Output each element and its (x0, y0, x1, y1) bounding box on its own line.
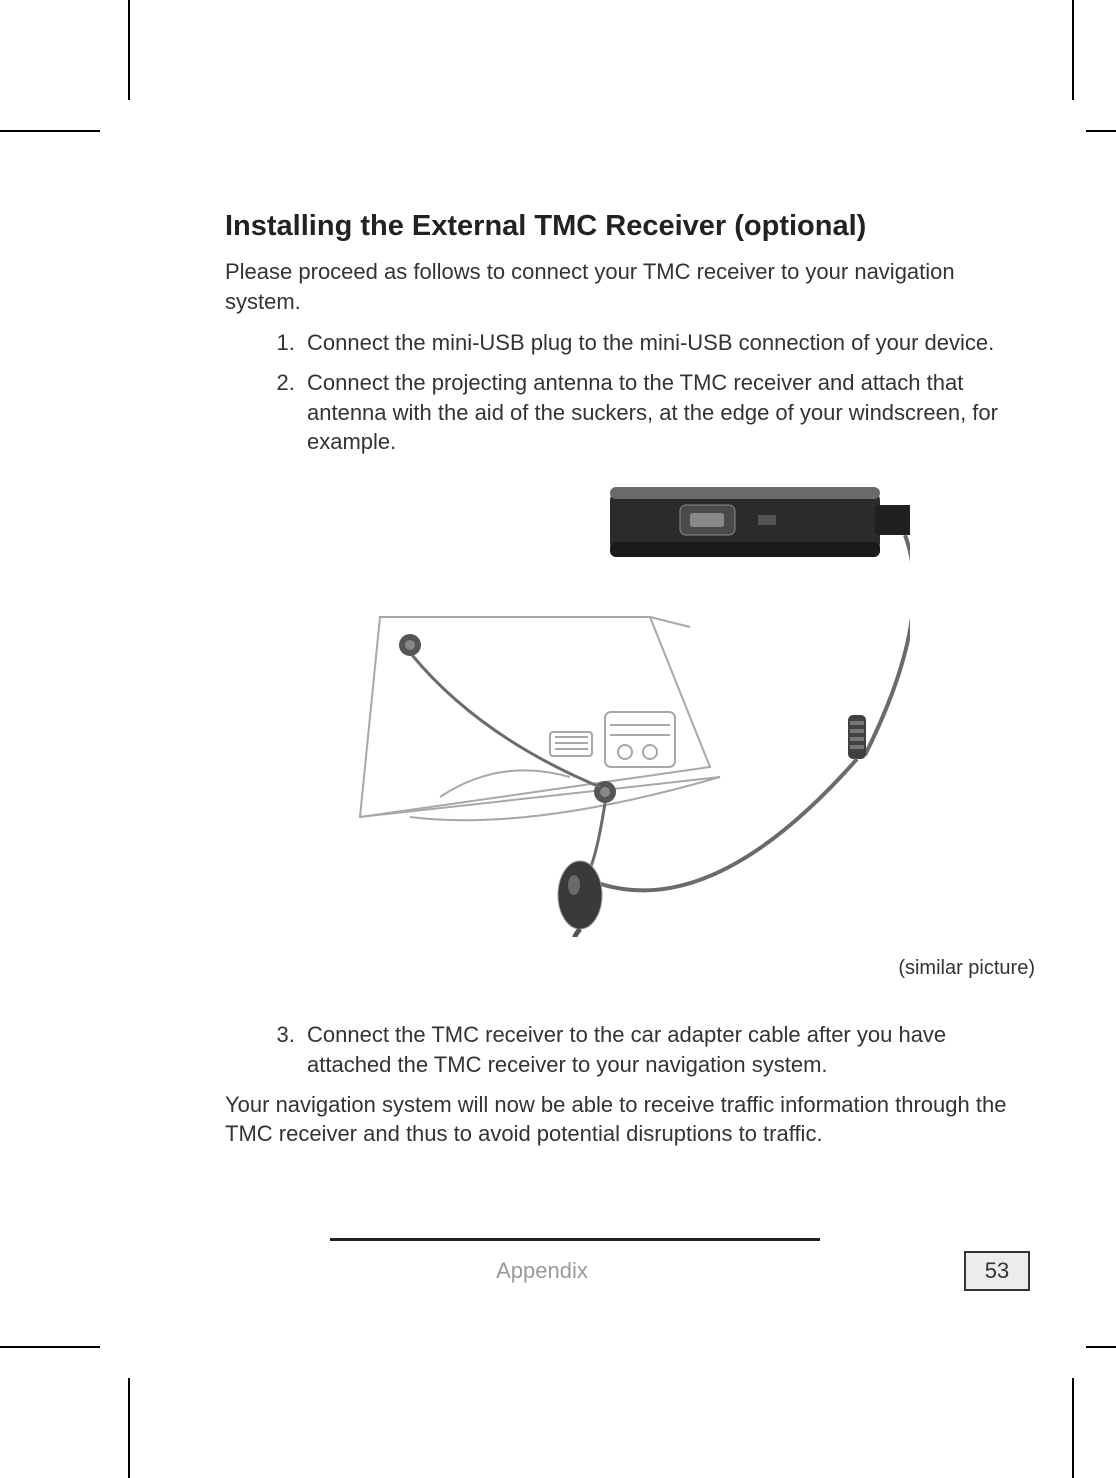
list-item: Connect the mini-USB plug to the mini-US… (301, 328, 1035, 358)
footer-row: Appendix 53 (330, 1251, 1030, 1291)
closing-paragraph: Your navigation system will now be able … (225, 1090, 1035, 1149)
tmc-installation-figure (350, 477, 910, 937)
crop-mark (128, 1378, 130, 1478)
crop-mark (128, 0, 130, 100)
crop-mark (1086, 1346, 1116, 1348)
footer-rule (330, 1238, 820, 1241)
crop-mark (1072, 1378, 1074, 1478)
footer-section-label: Appendix (120, 1258, 964, 1284)
instruction-list-continued: Connect the TMC receiver to the car adap… (225, 1020, 1035, 1079)
crop-mark (0, 130, 100, 132)
section-heading: Installing the External TMC Receiver (op… (225, 210, 1035, 243)
page-number: 53 (964, 1251, 1030, 1291)
page-content: Installing the External TMC Receiver (op… (225, 210, 1035, 1149)
list-item: Connect the projecting antenna to the TM… (301, 368, 1035, 457)
instruction-list: Connect the mini-USB plug to the mini-US… (225, 328, 1035, 457)
crop-mark (0, 1346, 100, 1348)
page-footer: Appendix 53 (330, 1238, 1030, 1291)
list-item: Connect the TMC receiver to the car adap… (301, 1020, 1035, 1079)
intro-paragraph: Please proceed as follows to connect you… (225, 257, 1035, 316)
crop-mark (1072, 0, 1074, 100)
figure-caption: (similar picture) (225, 957, 1035, 980)
crop-mark (1086, 130, 1116, 132)
